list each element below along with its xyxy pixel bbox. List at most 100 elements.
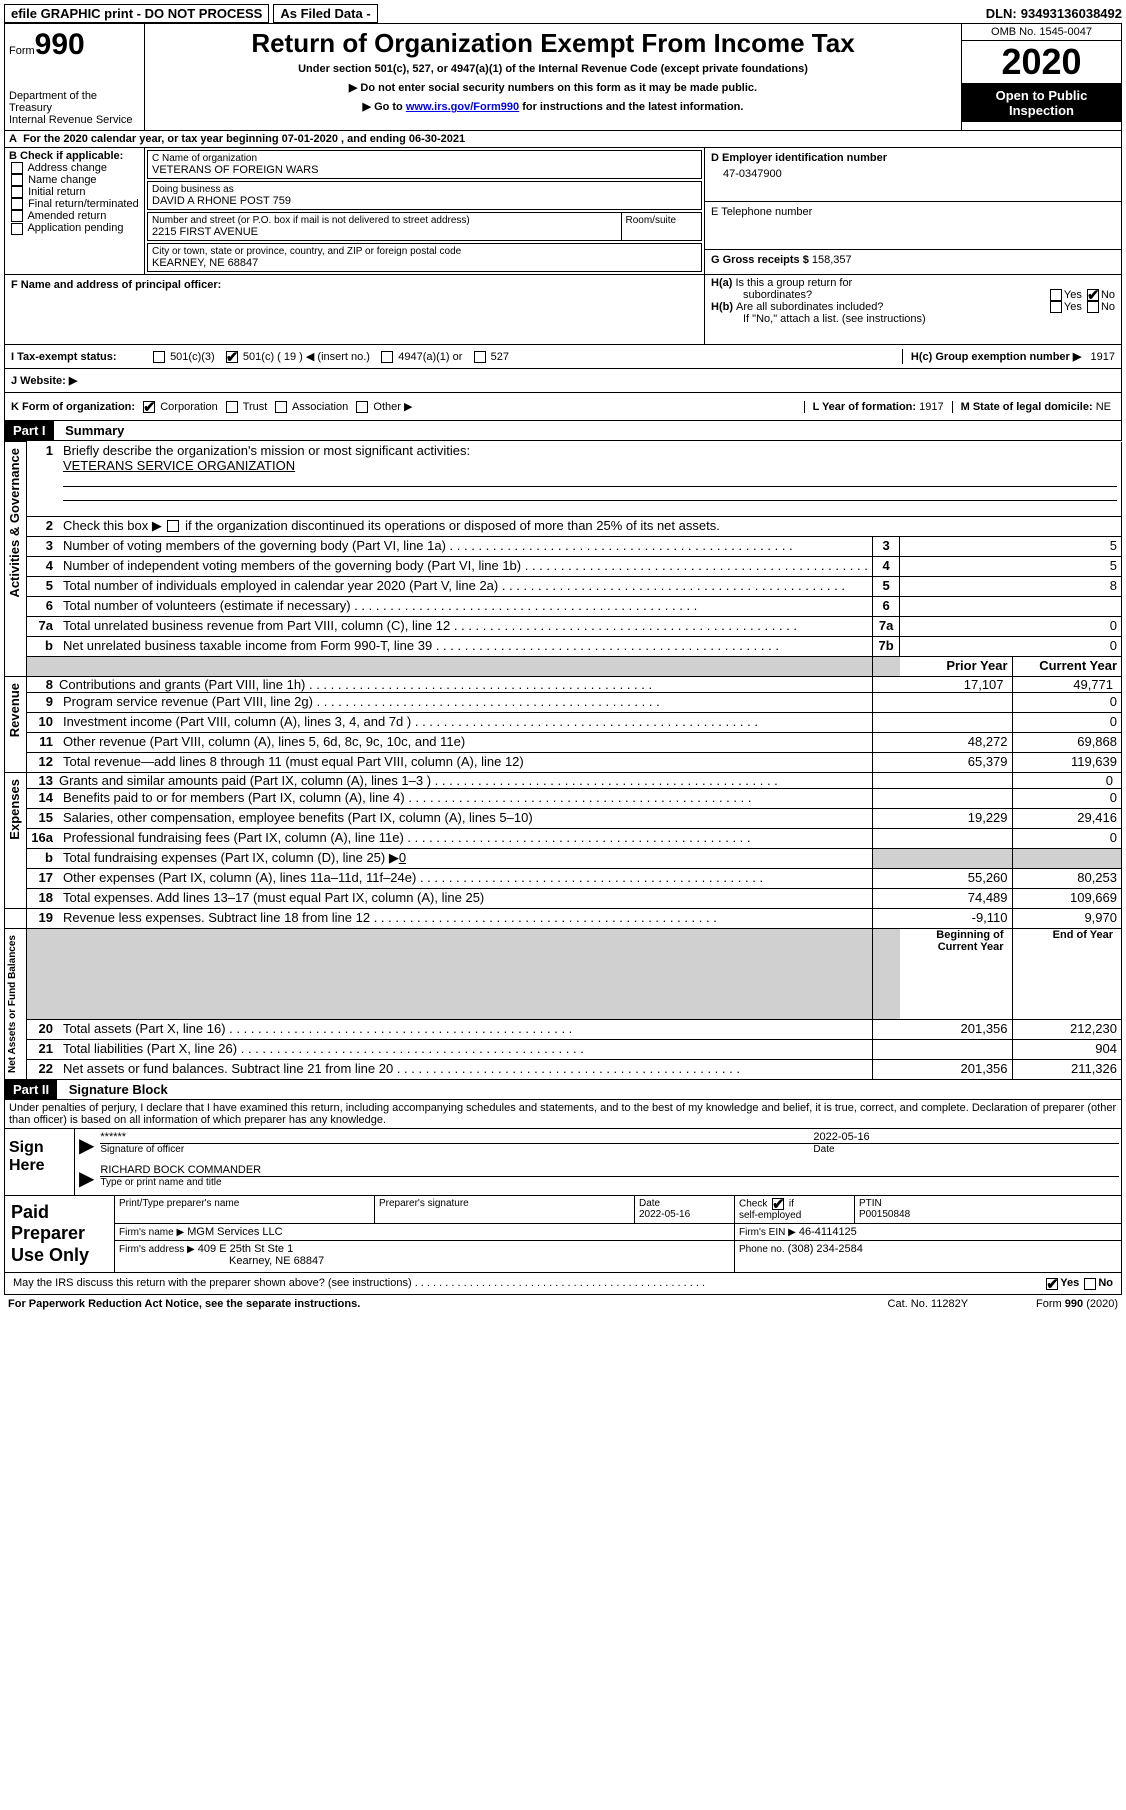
c-name-label: C Name of organization xyxy=(152,153,697,164)
l21-begin xyxy=(900,1039,1012,1059)
hdr-begin: Beginning of Current Year xyxy=(900,928,1012,1019)
ein-value: 47-0347900 xyxy=(711,168,1115,180)
state-domicile: NE xyxy=(1096,401,1111,413)
year-formation: 1917 xyxy=(919,401,943,413)
i-opt-2: 4947(a)(1) or xyxy=(398,351,462,363)
row-a-text: For the 2020 calendar year, or tax year … xyxy=(23,133,282,145)
l3-val: 5 xyxy=(900,536,1122,556)
discuss-text: May the IRS discuss this return with the… xyxy=(9,1276,1040,1290)
b-opt-pending: Application pending xyxy=(9,222,140,234)
hdr-end: End of Year xyxy=(1012,928,1121,1019)
discuss-row: May the IRS discuss this return with the… xyxy=(4,1273,1122,1294)
dept-label: Department of the Treasury Internal Reve… xyxy=(9,90,140,126)
form-header: Form990 Department of the Treasury Inter… xyxy=(4,23,1122,131)
row-j: J Website: ▶ xyxy=(4,369,1122,393)
l7a-text: Total unrelated business revenue from Pa… xyxy=(59,616,872,636)
firm-name-label: Firm's name ▶ xyxy=(119,1227,184,1238)
part1-table: Activities & Governance 1 Briefly descri… xyxy=(4,441,1122,1080)
row-a-mid: , and ending xyxy=(341,133,409,145)
firm-name: MGM Services LLC xyxy=(187,1226,282,1238)
prep-date-label: Date xyxy=(639,1198,660,1209)
row-a: A For the 2020 calendar year, or tax yea… xyxy=(4,131,1122,148)
officer-name: RICHARD BOCK COMMANDER xyxy=(100,1164,1119,1177)
hdr-prior: Prior Year xyxy=(900,656,1012,676)
l6-text: Total number of volunteers (estimate if … xyxy=(59,596,872,616)
prep-date-val: 2022-05-16 xyxy=(639,1209,690,1220)
l10-prior xyxy=(900,712,1012,732)
l15-text: Salaries, other compensation, employee b… xyxy=(59,808,872,828)
firm-ein: 46-4114125 xyxy=(799,1226,857,1238)
l20-text: Total assets (Part X, line 16) xyxy=(59,1019,872,1039)
l21-end: 904 xyxy=(1012,1039,1121,1059)
l15-curr: 29,416 xyxy=(1012,808,1121,828)
side-activities: Activities & Governance xyxy=(5,442,24,604)
g-label: G Gross receipts $ xyxy=(711,254,809,266)
note-goto: ▶ Go to www.irs.gov/Form990 for instruct… xyxy=(155,100,951,113)
hc-value: 1917 xyxy=(1091,351,1115,363)
entity-block: B Check if applicable: Address change Na… xyxy=(4,148,1122,345)
prep-col1: Print/Type preparer's name xyxy=(115,1196,375,1224)
note-ssn: ▶ Do not enter social security numbers o… xyxy=(155,81,951,94)
l14-curr: 0 xyxy=(1012,788,1121,808)
pra-notice: For Paperwork Reduction Act Notice, see … xyxy=(4,1297,364,1311)
row-i: I Tax-exempt status: 501(c)(3) 501(c) ( … xyxy=(4,345,1122,369)
form-number: 990 xyxy=(35,28,85,61)
l9-curr: 0 xyxy=(1012,692,1121,712)
discuss-no: No xyxy=(1098,1277,1113,1289)
l20-end: 212,230 xyxy=(1012,1019,1121,1039)
room-label: Room/suite xyxy=(621,213,701,240)
side-netassets: Net Assets or Fund Balances xyxy=(5,929,20,1079)
j-label: J Website: ▶ xyxy=(7,373,81,388)
tax-year: 2020 xyxy=(962,41,1121,84)
firm-addr2: Kearney, NE 68847 xyxy=(119,1255,324,1267)
l5-text: Total number of individuals employed in … xyxy=(59,576,872,596)
phone-label: Phone no. xyxy=(739,1244,785,1255)
dln-value: 93493136038492 xyxy=(1021,6,1122,21)
part1-header: Part I Summary xyxy=(4,421,1122,441)
l13-prior xyxy=(900,772,1012,788)
k-opt-assoc: Association xyxy=(292,401,348,413)
dln-label: DLN: xyxy=(986,6,1017,21)
efile-label: efile GRAPHIC print - DO NOT PROCESS xyxy=(4,4,269,23)
irs-link[interactable]: www.irs.gov/Form990 xyxy=(406,101,519,113)
part1-tab: Part I xyxy=(5,421,54,440)
ha-yes: Yes xyxy=(1064,289,1082,301)
sig-date-val: 2022-05-16 xyxy=(813,1131,1119,1144)
hb-no: No xyxy=(1101,301,1115,313)
phone-value: (308) 234-2584 xyxy=(788,1243,863,1255)
gross-receipts: 158,357 xyxy=(812,254,852,266)
l18-prior: 74,489 xyxy=(900,888,1012,908)
l19-curr: 9,970 xyxy=(1012,908,1121,928)
l3-text: Number of voting members of the governin… xyxy=(59,536,872,556)
org-name: VETERANS OF FOREIGN WARS xyxy=(152,164,697,176)
l18-curr: 109,669 xyxy=(1012,888,1121,908)
l17-text: Other expenses (Part IX, column (A), lin… xyxy=(59,868,872,888)
part2-tab: Part II xyxy=(5,1080,57,1099)
sig-stars: ****** xyxy=(100,1131,813,1144)
mission-value: VETERANS SERVICE ORGANIZATION xyxy=(63,458,295,473)
l17-curr: 80,253 xyxy=(1012,868,1121,888)
l2-text: Check this box ▶ if the organization dis… xyxy=(59,516,1122,536)
i-opt-1: 501(c) ( 19 ) ◀ (insert no.) xyxy=(243,351,370,363)
l7b-val: 0 xyxy=(900,636,1122,656)
prep-col4: Check ifself-employed xyxy=(735,1196,855,1224)
part2-header: Part II Signature Block xyxy=(4,1080,1122,1099)
part1-title: Summary xyxy=(57,423,124,438)
form-title: Return of Organization Exempt From Incom… xyxy=(155,28,951,59)
paid-label: Paid Preparer Use Only xyxy=(11,1202,108,1267)
sign-here-label: Sign Here xyxy=(9,1139,70,1175)
side-revenue: Revenue xyxy=(5,677,24,743)
city-value: KEARNEY, NE 68847 xyxy=(152,257,697,269)
hb-note: If "No," attach a list. (see instruction… xyxy=(711,313,1115,325)
ptin-value: P00150848 xyxy=(859,1209,910,1220)
l8-prior: 17,107 xyxy=(900,676,1012,692)
city-label: City or town, state or province, country… xyxy=(152,246,697,257)
prep-col2: Preparer's signature xyxy=(375,1196,635,1224)
period-end: 06-30-2021 xyxy=(409,133,465,145)
l9-text: Program service revenue (Part VIII, line… xyxy=(59,692,872,712)
l13-text: Grants and similar amounts paid (Part IX… xyxy=(59,772,872,788)
asfiled-label: As Filed Data - xyxy=(273,4,377,23)
l22-text: Net assets or fund balances. Subtract li… xyxy=(59,1059,872,1079)
row-klm: K Form of organization: Corporation Trus… xyxy=(4,393,1122,421)
perjury-text: Under penalties of perjury, I declare th… xyxy=(4,1099,1122,1129)
